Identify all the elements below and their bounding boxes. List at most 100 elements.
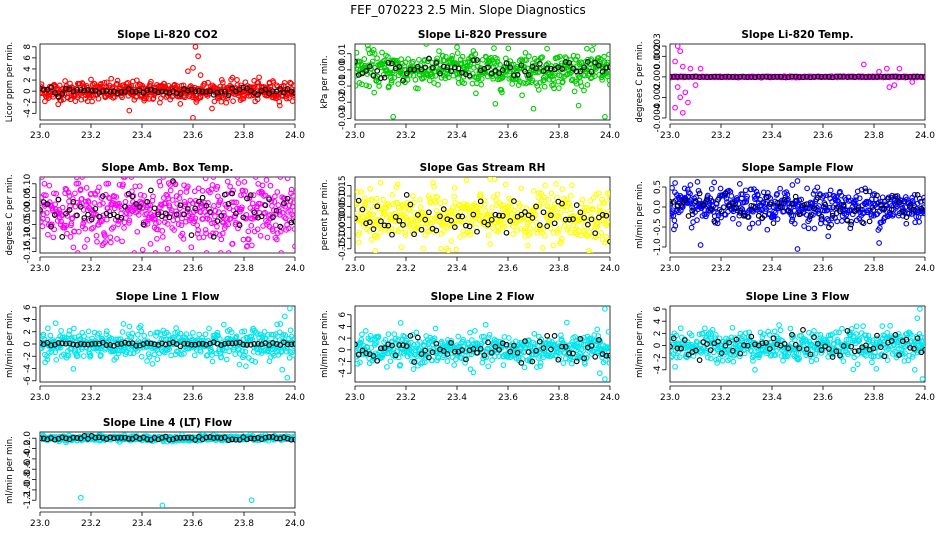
overlay-point — [192, 205, 199, 212]
data-point — [717, 185, 724, 192]
data-point — [545, 60, 551, 67]
data-point — [507, 197, 514, 204]
data-point — [216, 336, 223, 342]
overlay-point — [148, 86, 154, 93]
data-point — [581, 87, 587, 94]
panel-title: Slope Line 1 Flow — [116, 291, 220, 303]
overlay-point — [540, 209, 547, 216]
data-point — [254, 226, 261, 233]
data-point — [916, 219, 922, 225]
data-point — [791, 220, 798, 227]
overlay-point — [744, 214, 751, 220]
overlay-point — [525, 72, 532, 78]
data-point — [541, 77, 548, 83]
overlay-point — [199, 340, 206, 347]
data-point — [509, 81, 516, 87]
overlay-point — [418, 226, 425, 233]
outlier-point — [454, 44, 460, 51]
data-point — [134, 331, 141, 338]
data-point — [84, 236, 91, 243]
data-point — [543, 61, 550, 68]
data-point — [256, 74, 262, 81]
data-point — [263, 177, 270, 183]
data-point — [459, 53, 466, 60]
overlay-point — [603, 212, 610, 219]
overlay-point — [874, 74, 880, 80]
x-tick-label: 23.4 — [447, 393, 467, 403]
data-point — [77, 186, 84, 193]
data-point — [93, 232, 100, 239]
data-point — [598, 230, 605, 236]
overlay-point — [855, 205, 862, 211]
overlay-point — [763, 194, 769, 200]
overlay-point — [392, 352, 399, 359]
data-point — [277, 177, 284, 180]
overlay-point — [492, 67, 499, 74]
data-point — [140, 204, 147, 211]
y-tick-label: 2 — [23, 329, 33, 335]
x-tick-label: 23.8 — [549, 393, 569, 403]
overlay-point — [133, 201, 139, 207]
data-point — [584, 45, 590, 52]
data-point — [818, 216, 825, 222]
data-point — [448, 338, 455, 344]
data-point — [749, 220, 756, 227]
overlay-point — [488, 216, 495, 223]
overlay-point — [507, 64, 514, 71]
outlier-point — [672, 104, 678, 111]
data-point — [604, 59, 610, 66]
y-tick-label: 0.10 — [338, 186, 348, 206]
data-point — [291, 340, 295, 346]
overlay-point — [396, 342, 403, 348]
data-point — [131, 250, 138, 253]
data-point — [203, 230, 209, 237]
data-point — [431, 183, 437, 190]
overlay-point — [885, 74, 891, 80]
data-point — [445, 247, 452, 253]
y-tick-label: -0.02 — [338, 91, 348, 114]
overlay-point — [422, 216, 429, 223]
overlay-point — [803, 73, 810, 80]
data-point — [492, 353, 498, 360]
data-point — [582, 361, 588, 367]
data-point — [264, 234, 271, 241]
data-point — [81, 333, 88, 340]
outlier-point — [185, 68, 191, 75]
x-tick-label: 23.8 — [549, 131, 569, 141]
data-point — [274, 189, 281, 195]
overlay-point — [218, 213, 224, 219]
overlay-point — [269, 340, 276, 346]
overlay-point — [766, 74, 773, 80]
data-point — [241, 179, 248, 185]
data-point — [197, 94, 204, 101]
overlay-point — [511, 198, 517, 204]
data-point — [427, 199, 434, 206]
overlay-point — [214, 89, 221, 96]
data-point — [538, 55, 545, 61]
data-point — [89, 98, 95, 105]
overlay-point — [536, 60, 543, 67]
data-point — [102, 233, 108, 239]
data-point — [252, 358, 259, 365]
data-point — [393, 184, 400, 191]
overlay-point — [266, 196, 272, 203]
y-tick-label: -0.10 — [23, 226, 33, 250]
y-tick-label: 2 — [338, 335, 348, 341]
data-point — [160, 177, 167, 180]
outlier-point — [596, 370, 603, 377]
data-point — [590, 44, 597, 47]
overlay-point — [359, 206, 366, 213]
overlay-point — [840, 201, 847, 208]
data-point — [443, 53, 449, 60]
data-point — [191, 188, 198, 195]
overlay-point — [92, 340, 99, 347]
data-point — [500, 362, 507, 368]
overlay-point — [269, 88, 276, 95]
data-point — [502, 72, 508, 78]
overlay-point — [418, 351, 425, 357]
data-point — [558, 73, 565, 79]
overlay-point — [66, 206, 73, 213]
overlay-point — [229, 85, 236, 92]
data-point — [360, 219, 366, 225]
